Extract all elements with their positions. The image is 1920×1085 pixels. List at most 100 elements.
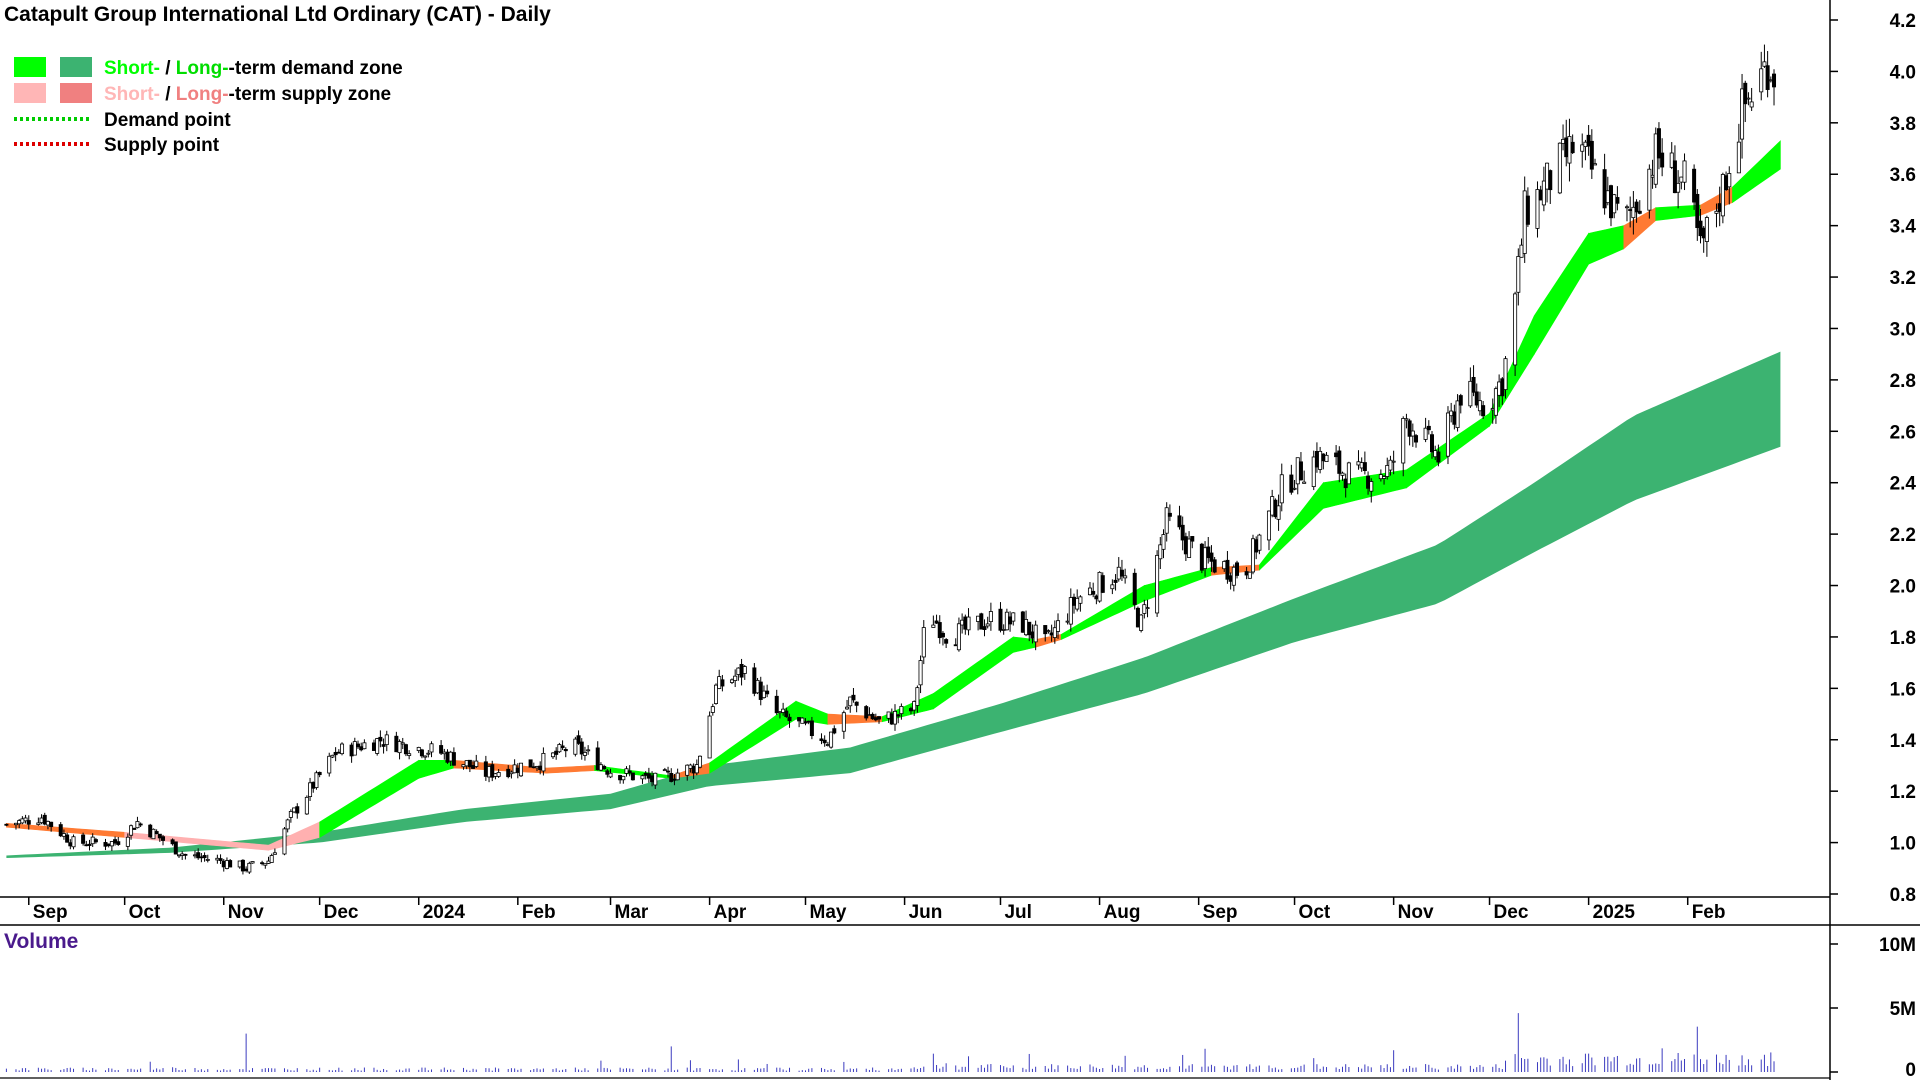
candle-body	[1436, 451, 1441, 463]
candle-body	[157, 833, 162, 839]
candle-body	[988, 611, 993, 623]
candle-body	[180, 853, 185, 856]
candle-body	[560, 745, 565, 749]
candle-body	[752, 667, 757, 694]
candle-body	[781, 708, 786, 713]
candle-body	[1314, 451, 1319, 468]
candle-body	[1513, 293, 1518, 366]
volume-tick-label: 0	[1905, 1060, 1916, 1080]
candle-body	[39, 817, 44, 824]
candle-body	[848, 696, 853, 707]
candle-body	[1024, 619, 1029, 636]
candle-body	[806, 720, 811, 723]
candle-body	[1423, 427, 1428, 440]
candle-body	[998, 608, 1003, 631]
candle-body	[125, 836, 130, 847]
price-candles	[4, 44, 1777, 875]
candle-body	[1235, 562, 1240, 576]
candle-body	[1343, 478, 1348, 489]
candle-body	[1701, 227, 1706, 239]
candle-body	[1586, 134, 1591, 147]
short-term-zone-segment	[1732, 140, 1781, 204]
candle-body	[1583, 141, 1588, 147]
short-term-zone-segment	[418, 760, 455, 779]
candle-body	[375, 738, 380, 754]
candle-body	[61, 833, 66, 837]
candle-body	[154, 831, 159, 835]
x-tick-label: 2025	[1593, 902, 1636, 923]
candle-body	[1097, 571, 1102, 602]
candle-body	[269, 855, 274, 863]
candle-body	[605, 770, 610, 775]
candle-body	[429, 743, 434, 753]
candle-body	[1043, 625, 1048, 635]
candle-body	[729, 679, 734, 683]
candle-body	[1270, 496, 1275, 516]
candle-body	[1695, 193, 1700, 229]
x-tick-label: Feb	[1692, 902, 1726, 923]
candle-body	[563, 749, 568, 752]
candle-body	[694, 764, 699, 774]
price-tick-label: 4.2	[1890, 11, 1916, 32]
candle-body	[803, 721, 808, 724]
chart-title: Catapult Group International Ltd Ordinar…	[4, 3, 551, 26]
candle-body	[1132, 572, 1137, 605]
candle-body	[963, 616, 968, 630]
candle-body	[1676, 182, 1681, 193]
candle-body	[1091, 590, 1096, 595]
x-tick-label: Sep	[1203, 902, 1238, 923]
candle-body	[784, 710, 789, 717]
candle-body	[394, 735, 399, 753]
price-tick-label: 2.0	[1890, 577, 1916, 598]
candle-body	[138, 823, 143, 826]
candle-body	[582, 752, 587, 756]
candle-body	[1714, 210, 1719, 214]
candle-body	[1452, 411, 1457, 425]
candle-body	[1500, 378, 1505, 397]
candle-body	[822, 739, 827, 744]
legend-text-long: Long-	[176, 58, 229, 79]
candle-body	[758, 681, 763, 700]
candle-body	[464, 760, 469, 767]
candle-body	[1366, 475, 1371, 489]
short-term-zone-segment	[546, 765, 595, 774]
candle-body	[474, 760, 479, 767]
candle-body	[1589, 140, 1594, 170]
price-tick-label: 1.0	[1890, 834, 1916, 855]
candle-body	[1545, 162, 1550, 190]
price-tick-label: 1.4	[1890, 731, 1917, 752]
price-tick-label: 3.2	[1890, 268, 1916, 289]
candle-body	[1004, 611, 1009, 631]
candle-body	[627, 770, 632, 774]
x-tick-label: Jul	[1004, 902, 1031, 923]
candle-body	[650, 775, 655, 783]
candle-body	[1692, 168, 1697, 203]
candle-body	[362, 742, 367, 750]
x-tick-label: Nov	[228, 902, 264, 923]
candle-body	[496, 772, 501, 777]
candle-body	[1276, 505, 1281, 520]
candle-body	[1292, 487, 1297, 490]
candle-body	[1251, 538, 1256, 573]
candle-body	[1011, 612, 1016, 622]
candle-body	[1155, 554, 1160, 614]
candle-body	[646, 773, 651, 779]
candle-body	[1567, 136, 1572, 164]
candle-body	[698, 755, 703, 768]
candle-body	[1164, 507, 1169, 534]
candle-body	[221, 860, 226, 868]
candle-body	[1445, 412, 1450, 457]
candle-body	[1493, 388, 1498, 416]
candle-body	[1321, 453, 1326, 462]
price-tick-label: 3.8	[1890, 114, 1916, 135]
candle-body	[653, 772, 658, 786]
volume-tick-label: 5M	[1890, 999, 1916, 1020]
candle-body	[467, 759, 472, 768]
candle-body	[1123, 575, 1128, 579]
candle-body	[1698, 220, 1703, 237]
candle-body	[531, 766, 536, 769]
candle-body	[535, 766, 540, 769]
candle-body	[1346, 462, 1351, 485]
